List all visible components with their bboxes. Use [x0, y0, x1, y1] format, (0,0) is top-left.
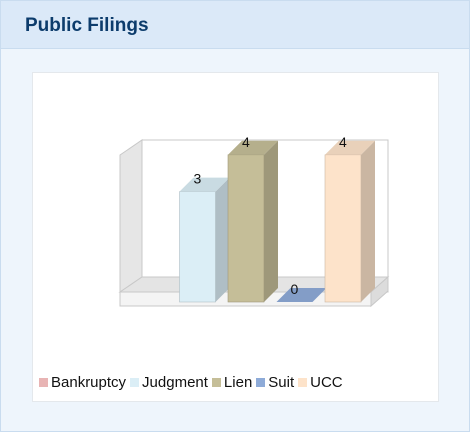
legend-item: Judgment — [130, 374, 208, 391]
legend-item: Lien — [211, 374, 253, 391]
legend-item: Bankruptcy — [39, 374, 126, 391]
bar-top — [325, 140, 375, 155]
bar-top — [276, 288, 327, 302]
legend-swatch — [298, 378, 308, 387]
value-label: 3 — [194, 171, 202, 187]
bar-front — [227, 154, 265, 303]
value-label: 0 — [291, 281, 299, 297]
legend: Bankruptcy Judgment Lien Suit UCC — [39, 374, 347, 391]
legend-label: Bankruptcy — [51, 374, 127, 391]
chart-box: 3 4 0 4 Bankruptcy Judgment Lien Suit UCC — [32, 72, 439, 402]
legend-label: UCC — [310, 374, 343, 391]
bar-side — [215, 177, 230, 302]
legend-item: UCC — [298, 374, 343, 391]
legend-label: Lien — [223, 374, 253, 391]
legend-swatch — [39, 378, 48, 387]
legend-item: Suit — [256, 374, 294, 391]
panel-title: Public Filings — [1, 1, 469, 49]
legend-label: Judgment — [142, 374, 208, 391]
value-label: 4 — [339, 134, 347, 150]
legend-swatch — [130, 378, 140, 387]
legend-swatch — [211, 378, 221, 387]
legend-swatch — [256, 378, 266, 387]
value-label: 4 — [242, 134, 250, 150]
bar-top — [179, 177, 230, 192]
legend-label: Suit — [268, 374, 295, 391]
bar-side — [264, 140, 278, 302]
bar-top — [228, 140, 278, 155]
chart: 3 4 0 4 — [118, 134, 390, 308]
bar-side — [361, 140, 375, 302]
bar-front — [179, 191, 216, 303]
bar-front — [324, 154, 362, 303]
